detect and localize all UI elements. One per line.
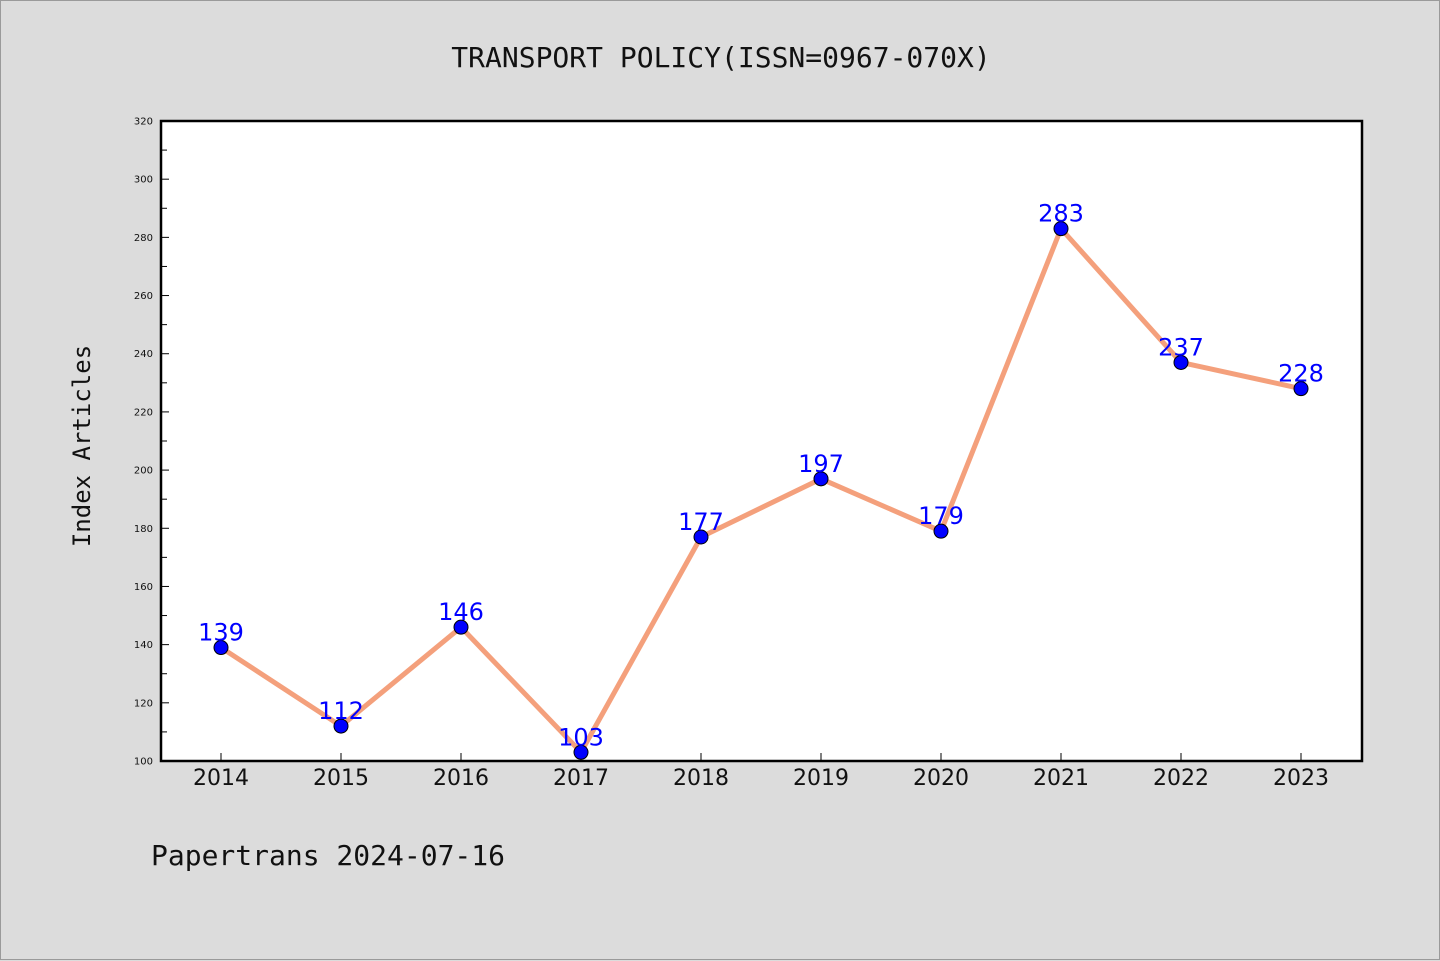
- y-tick-label: 300: [134, 175, 153, 186]
- x-tick-label: 2015: [313, 766, 369, 791]
- y-axis-label: Index Articles: [68, 345, 96, 547]
- data-label: 283: [1038, 200, 1084, 228]
- x-tick-label: 2020: [913, 766, 969, 791]
- x-tick-label: 2014: [193, 766, 249, 791]
- x-axis: 2014 2015 2016 2017 2018 2019 2020 2021 2022 2023: [193, 753, 1329, 791]
- data-label: 103: [558, 723, 604, 751]
- data-label: 197: [798, 450, 844, 478]
- data-point: [573, 744, 589, 760]
- data-point: [453, 619, 469, 635]
- y-tick-label: 280: [134, 233, 153, 244]
- data-markers: [213, 221, 1309, 760]
- y-tick-label: 180: [134, 524, 153, 535]
- data-point: [1053, 221, 1069, 237]
- x-tick-label: 2022: [1153, 766, 1209, 791]
- data-label: 146: [438, 598, 484, 626]
- x-tick-label: 2021: [1033, 766, 1089, 791]
- data-point: [693, 529, 709, 545]
- y-tick-label: 320: [134, 117, 153, 128]
- footer-credit: Papertrans 2024-07-16: [151, 839, 505, 872]
- data-label: 139: [198, 619, 244, 647]
- data-point: [933, 523, 949, 539]
- data-label: 177: [678, 508, 724, 536]
- data-point: [1293, 381, 1309, 397]
- data-label: 237: [1158, 333, 1204, 361]
- x-tick-label: 2019: [793, 766, 849, 791]
- y-tick-label: 100: [134, 757, 153, 768]
- chart-title: TRANSPORT POLICY(ISSN=0967-070X): [451, 41, 990, 74]
- data-label: 112: [318, 697, 364, 725]
- plot-area: [159, 119, 1364, 763]
- y-tick-label: 120: [134, 698, 153, 709]
- y-tick-label: 140: [134, 640, 153, 651]
- y-tick-label: 240: [134, 349, 153, 360]
- data-label: 179: [918, 502, 964, 530]
- y-tick-label: 200: [134, 466, 153, 477]
- y-axis: 100 120 140 160 180 200 220 240 260 280 300 320: [134, 117, 169, 768]
- data-point: [333, 718, 349, 734]
- x-tick-label: 2018: [673, 766, 729, 791]
- y-tick-label: 260: [134, 291, 153, 302]
- x-tick-label: 2023: [1273, 766, 1329, 791]
- data-point: [1173, 354, 1189, 370]
- data-label: 228: [1278, 360, 1324, 388]
- series-polyline: [218, 226, 1304, 755]
- data-point: [213, 640, 229, 656]
- data-point: [813, 471, 829, 487]
- y-tick-label: 220: [134, 407, 153, 418]
- x-tick-label: 2016: [433, 766, 489, 791]
- data-labels: 139 112 146 103 177 197 179 283 237 228: [198, 200, 1324, 752]
- y-tick-label: 160: [134, 582, 153, 593]
- series-line: [218, 226, 1304, 755]
- x-tick-label: 2017: [553, 766, 609, 791]
